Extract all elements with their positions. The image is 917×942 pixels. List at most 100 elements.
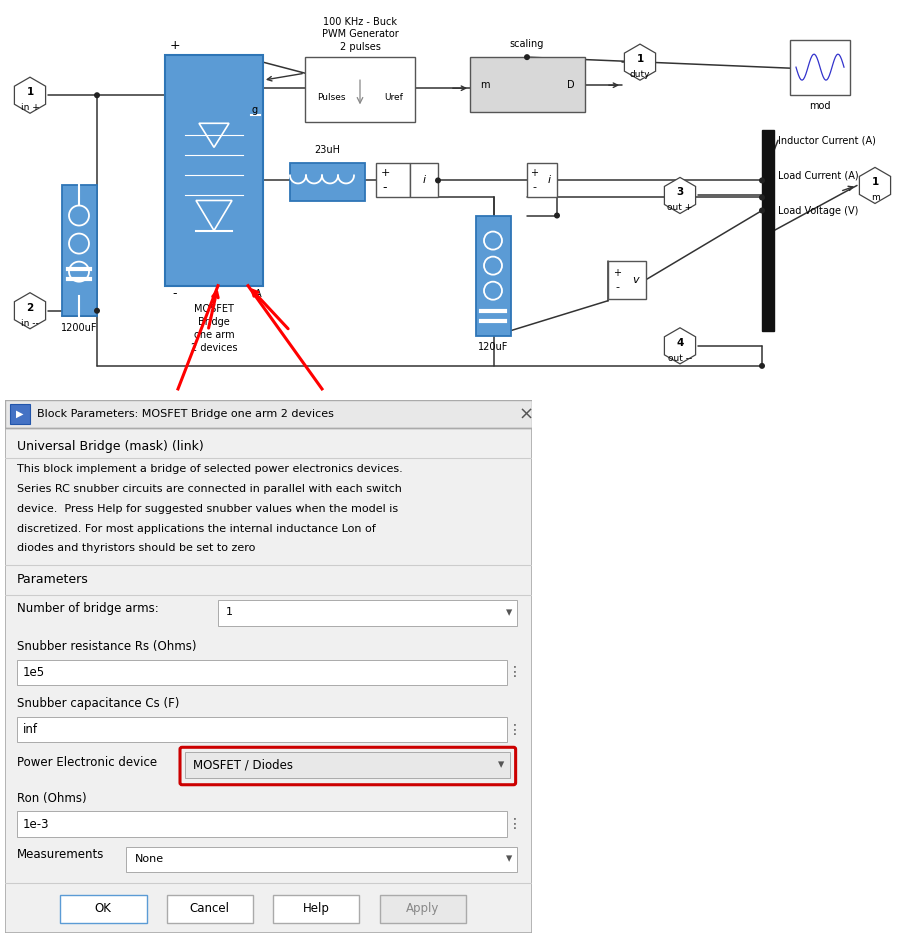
Text: Inductor Current (A): Inductor Current (A) — [778, 136, 876, 145]
Text: Number of bridge arms:: Number of bridge arms: — [17, 602, 159, 615]
Bar — [61, 895, 147, 923]
Bar — [17, 659, 506, 685]
Text: Series RC snubber circuits are connected in parallel with each switch: Series RC snubber circuits are connected… — [17, 484, 402, 495]
Text: Block Parameters: MOSFET Bridge one arm 2 devices: Block Parameters: MOSFET Bridge one arm … — [37, 409, 334, 419]
Text: This block implement a bridge of selected power electronics devices.: This block implement a bridge of selecte… — [17, 464, 403, 475]
Polygon shape — [665, 177, 696, 214]
Bar — [273, 895, 359, 923]
Text: -: - — [382, 181, 387, 194]
Circle shape — [554, 213, 560, 219]
Text: diodes and thyristors should be set to zero: diodes and thyristors should be set to z… — [17, 544, 255, 553]
Text: ▾: ▾ — [498, 758, 504, 771]
Bar — [10, 404, 30, 424]
Bar — [476, 216, 511, 335]
Text: +: + — [530, 169, 538, 178]
Text: -: - — [615, 282, 619, 292]
Text: ▶: ▶ — [16, 409, 24, 419]
Circle shape — [94, 308, 100, 314]
Bar — [762, 130, 774, 331]
Bar — [185, 753, 510, 778]
Bar — [5, 400, 532, 428]
Text: -: - — [172, 287, 177, 300]
Text: duty: duty — [630, 70, 650, 79]
Text: ▾: ▾ — [506, 853, 513, 865]
Text: 23uH: 23uH — [314, 145, 340, 155]
Text: inf: inf — [23, 723, 38, 736]
Circle shape — [759, 363, 765, 369]
Bar — [165, 56, 263, 285]
Text: +: + — [613, 268, 621, 278]
Text: i: i — [423, 175, 425, 186]
Text: i: i — [547, 175, 550, 186]
Bar — [17, 717, 506, 742]
Text: Cancel: Cancel — [190, 902, 229, 916]
Text: +: + — [170, 39, 181, 52]
Text: ⋮: ⋮ — [508, 665, 522, 679]
Text: A: A — [255, 288, 261, 299]
Polygon shape — [15, 293, 46, 329]
Bar — [376, 163, 410, 198]
Text: 100 KHz - Buck
PWM Generator
2 pulses: 100 KHz - Buck PWM Generator 2 pulses — [322, 17, 398, 52]
Text: MOSFET
Bridge
one arm
2 devices: MOSFET Bridge one arm 2 devices — [191, 303, 238, 353]
Text: v: v — [633, 275, 639, 284]
Text: Uref: Uref — [384, 92, 403, 102]
Circle shape — [759, 207, 765, 214]
Bar — [217, 600, 516, 626]
Polygon shape — [859, 168, 890, 203]
Text: 2: 2 — [27, 302, 34, 313]
Bar — [608, 261, 646, 299]
Text: discretized. For most applications the internal inductance Lon of: discretized. For most applications the i… — [17, 524, 375, 533]
Circle shape — [435, 177, 441, 184]
Text: mod: mod — [809, 101, 831, 111]
Text: 4: 4 — [677, 338, 684, 348]
Text: out --: out -- — [668, 354, 692, 363]
Bar — [790, 41, 850, 95]
Text: Ron (Ohms): Ron (Ohms) — [17, 791, 86, 804]
Text: in +: in + — [20, 104, 39, 112]
Bar — [410, 163, 438, 198]
Text: Parameters: Parameters — [17, 573, 89, 586]
Text: 120uF: 120uF — [478, 342, 508, 351]
Text: +: + — [381, 169, 390, 178]
Text: scaling: scaling — [510, 40, 544, 49]
Polygon shape — [624, 44, 656, 80]
Bar — [290, 163, 365, 202]
Text: -: - — [532, 183, 536, 192]
Text: 1200uF: 1200uF — [61, 323, 97, 333]
Text: 1: 1 — [27, 88, 34, 97]
Text: D: D — [568, 80, 575, 90]
Text: g: g — [252, 106, 258, 115]
Text: Snubber capacitance Cs (F): Snubber capacitance Cs (F) — [17, 697, 179, 710]
Text: device.  Press Help for suggested snubber values when the model is: device. Press Help for suggested snubber… — [17, 504, 398, 513]
Bar — [167, 895, 253, 923]
Circle shape — [94, 92, 100, 98]
Text: m: m — [480, 80, 490, 90]
Text: OK: OK — [94, 902, 111, 916]
Text: Load Current (A): Load Current (A) — [778, 171, 858, 181]
Bar — [17, 811, 506, 837]
Circle shape — [524, 54, 530, 60]
Text: Load Voltage (V): Load Voltage (V) — [778, 205, 858, 216]
Bar — [62, 186, 97, 316]
Text: Snubber resistance Rs (Ohms): Snubber resistance Rs (Ohms) — [17, 640, 196, 653]
Bar — [127, 847, 516, 872]
Text: Power Electronic device: Power Electronic device — [17, 755, 157, 769]
Polygon shape — [665, 328, 696, 364]
Bar — [527, 163, 557, 198]
Text: in --: in -- — [21, 318, 39, 328]
Text: MOSFET / Diodes: MOSFET / Diodes — [193, 758, 293, 771]
Text: 1e5: 1e5 — [23, 666, 45, 679]
Text: 1: 1 — [636, 54, 644, 64]
Text: Help: Help — [303, 902, 329, 916]
Text: ⋮: ⋮ — [508, 817, 522, 831]
Text: m: m — [870, 193, 879, 203]
Circle shape — [759, 177, 765, 184]
Text: 1: 1 — [226, 608, 233, 617]
Text: Measurements: Measurements — [17, 848, 105, 861]
Text: Universal Bridge (mask) (link): Universal Bridge (mask) (link) — [17, 440, 204, 453]
Circle shape — [759, 194, 765, 201]
Text: Apply: Apply — [405, 902, 439, 916]
Text: Pulses: Pulses — [317, 92, 346, 102]
Text: None: None — [135, 853, 163, 864]
Polygon shape — [15, 77, 46, 113]
